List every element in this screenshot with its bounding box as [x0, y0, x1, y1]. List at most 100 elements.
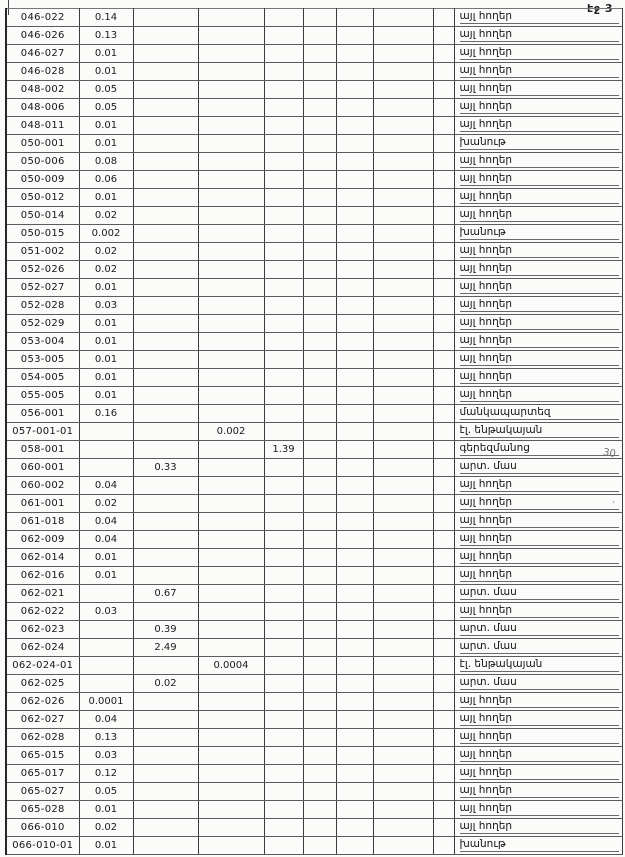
table-row: 051-002 0.02 այլ հողեր [5, 242, 623, 261]
value-cell-2 [132, 476, 199, 495]
land-use-label: արտ. մաս [459, 460, 619, 474]
value-cell-1: 0.05 [78, 80, 134, 99]
table-row: 061-018 0.04 այլ հողեր [5, 512, 623, 531]
parcel-id-cell: 053-005 [5, 350, 80, 369]
value-cell-3 [197, 170, 265, 189]
land-use-cell: այլ հողեր [453, 746, 623, 765]
value-cell-4 [263, 746, 304, 765]
empty-cell [335, 332, 374, 351]
table-row: 062-026 0.0001 այլ հողեր [5, 692, 623, 711]
empty-cell [372, 728, 434, 747]
table-row: 046-022 0.14 այլ հողեր [5, 8, 623, 27]
value-cell-4 [263, 458, 304, 477]
land-use-label: խանութ [459, 136, 619, 150]
empty-cell [372, 584, 434, 603]
land-use-label: արտ. մաս [459, 622, 619, 636]
empty-cell [302, 8, 337, 27]
table-row: 060-002 0.04 այլ հողեր [5, 476, 623, 495]
value-cell-3 [197, 476, 265, 495]
value-cell-3 [197, 746, 265, 765]
land-use-label: այլ հողեր [459, 316, 619, 330]
parcel-id-cell: 048-006 [5, 98, 80, 117]
empty-cell [432, 782, 455, 801]
table-row: 062-021 0.67 արտ. մաս [5, 584, 623, 603]
parcel-id-cell: 050-001 [5, 134, 80, 153]
parcel-id-cell: 062-014 [5, 548, 80, 567]
land-use-cell: այլ հողեր [453, 494, 623, 513]
value-cell-4 [263, 26, 304, 45]
empty-cell [335, 224, 374, 243]
value-cell-2 [132, 350, 199, 369]
empty-cell [432, 242, 455, 261]
value-cell-3 [197, 530, 265, 549]
value-cell-4 [263, 404, 304, 423]
land-use-cell: այլ հողեր [453, 62, 623, 81]
land-use-label: այլ հողեր [459, 262, 619, 276]
value-cell-2 [132, 8, 199, 27]
value-cell-4 [263, 476, 304, 495]
empty-cell [302, 152, 337, 171]
empty-cell [432, 278, 455, 297]
land-use-cell: արտ. մաս [453, 620, 623, 639]
parcel-id-cell: 065-017 [5, 764, 80, 783]
value-cell-1: 0.01 [78, 314, 134, 333]
table-row: 062-016 0.01 այլ հողեր [5, 566, 623, 585]
empty-cell [335, 728, 374, 747]
empty-cell [302, 674, 337, 693]
land-use-label: այլ հողեր [459, 388, 619, 402]
parcel-id-cell: 062-009 [5, 530, 80, 549]
table-row: 050-001 0.01 խանութ [5, 134, 623, 153]
land-use-label: այլ հողեր [459, 820, 619, 834]
empty-cell [432, 728, 455, 747]
value-cell-2 [132, 296, 199, 315]
parcel-id-cell: 066-010-01 [5, 836, 80, 855]
land-use-label: այլ հողեր [459, 712, 619, 726]
land-use-cell: արտ. մաս [453, 674, 623, 693]
empty-cell [335, 296, 374, 315]
empty-cell [335, 170, 374, 189]
land-use-label: էլ. ենթակայան [459, 658, 619, 672]
value-cell-4 [263, 656, 304, 675]
parcel-id-cell: 058-001 [5, 440, 80, 459]
value-cell-3 [197, 152, 265, 171]
empty-cell [335, 242, 374, 261]
table-row: 053-005 0.01 այլ հողեր [5, 350, 623, 369]
value-cell-2 [132, 440, 199, 459]
empty-cell [302, 602, 337, 621]
empty-cell [432, 206, 455, 225]
value-cell-2 [132, 242, 199, 261]
parcel-id-cell: 048-002 [5, 80, 80, 99]
value-cell-2 [132, 44, 199, 63]
value-cell-3 [197, 674, 265, 693]
table-row: 046-028 0.01 այլ հողեր [5, 62, 623, 81]
value-cell-1: 0.01 [78, 350, 134, 369]
empty-cell [432, 458, 455, 477]
value-cell-2 [132, 836, 199, 855]
value-cell-4 [263, 620, 304, 639]
empty-cell [302, 170, 337, 189]
empty-cell [432, 404, 455, 423]
value-cell-3 [197, 620, 265, 639]
table-row: 046-027 0.01 այլ հողեր [5, 44, 623, 63]
table-row: 066-010 0.02 այլ հողեր [5, 818, 623, 837]
empty-cell [335, 368, 374, 387]
parcel-id-cell: 052-028 [5, 296, 80, 315]
value-cell-2 [132, 782, 199, 801]
table-row: 060-001 0.33 արտ. մաս [5, 458, 623, 477]
value-cell-1: 0.01 [78, 566, 134, 585]
empty-cell [372, 782, 434, 801]
empty-cell [432, 620, 455, 639]
empty-cell [432, 440, 455, 459]
value-cell-4 [263, 728, 304, 747]
value-cell-1: 0.02 [78, 260, 134, 279]
empty-cell [335, 512, 374, 531]
land-use-cell: այլ հողեր [453, 710, 623, 729]
empty-cell [372, 98, 434, 117]
parcel-id-cell: 062-022 [5, 602, 80, 621]
empty-cell [335, 206, 374, 225]
value-cell-1 [78, 674, 134, 693]
empty-cell [302, 584, 337, 603]
value-cell-4 [263, 692, 304, 711]
empty-cell [335, 710, 374, 729]
value-cell-3 [197, 782, 265, 801]
